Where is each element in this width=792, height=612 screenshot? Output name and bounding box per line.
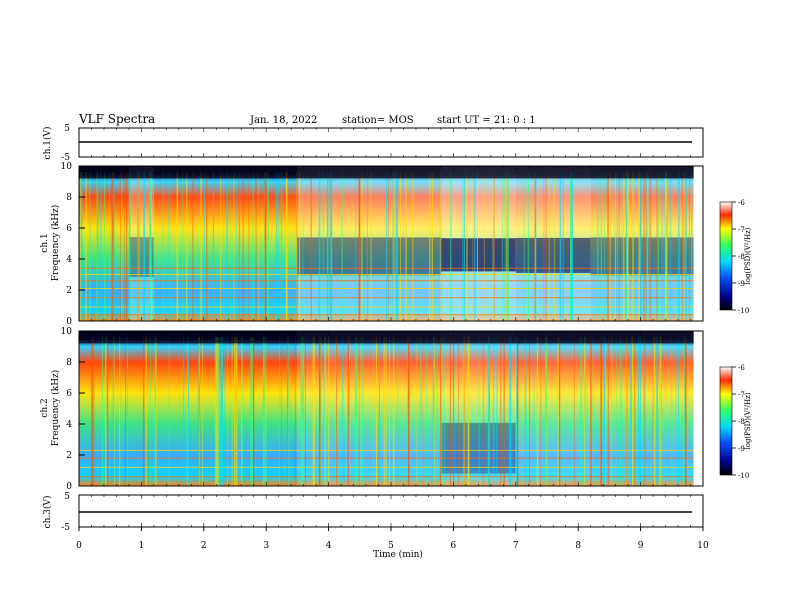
ytick-label-6: 6 (66, 224, 72, 234)
spectrogram-segment-2 (297, 331, 441, 486)
ch1-spectrogram-panel: 0 2 4 6 8 10 ch.1 Frequency (kHz) (40, 162, 704, 327)
spectrogram-segment-6 (590, 166, 694, 321)
spectrogram-segment-1 (153, 331, 298, 486)
quiet-band-5 (515, 237, 591, 273)
colorbar-tick-label-1: -7 (738, 391, 745, 399)
spectrogram-segment-4 (515, 331, 591, 486)
ch1-colorbar-scale (719, 201, 733, 311)
colorbar-tick-label-2: -8 (738, 253, 745, 261)
ytick-label-0: 0 (66, 317, 72, 327)
ytick-label-0: 0 (66, 482, 72, 492)
ch1-yticks: 0 2 4 6 8 10 (61, 162, 85, 327)
ch1-waveform-ylabel: ch.1(V) (42, 127, 53, 160)
ytick-label-2: 2 (66, 286, 72, 296)
ch3-waveform-panel: 5 -5 ch.3(V) (42, 492, 704, 533)
ch1-spectrogram-image (79, 166, 703, 321)
quiet-band-3 (297, 237, 441, 276)
ch1-spectrogram-ylabel-channel: ch.1 (40, 233, 50, 252)
top-dark-band (79, 331, 694, 344)
ch1-colorbar-ticks: -6 -7 -8 -9 -10 (732, 199, 749, 315)
ch3-ytick-top: 5 (64, 492, 70, 502)
colorbar-tick-label-0: -6 (738, 364, 745, 372)
xtick-label-6: 6 (451, 541, 457, 551)
no-data-strip (693, 166, 703, 321)
ch1-colorbar: -6 -7 -8 -9 -10 log(PSD)(V²/Hz) (719, 199, 752, 315)
colorbar-tick-label-2: -8 (738, 418, 745, 426)
ytick-label-10: 10 (61, 327, 73, 337)
ch2-spectrogram-panel: 0 2 4 6 8 10 ch.2 Frequency (kHz) (40, 327, 704, 492)
ch2-colorbar-label: log(PSD)(V²/Hz) (744, 392, 752, 449)
ch1-ytick-bottom: -5 (61, 153, 70, 163)
ch1-colorbar-label: log(PSD)(V²/Hz) (744, 227, 752, 284)
top-dark-band (79, 166, 694, 179)
xtick-label-4: 4 (326, 541, 332, 551)
colorbar-tick-label-3: -9 (738, 280, 745, 288)
xtick-label-8: 8 (575, 541, 581, 551)
figure-title: VLF Spectra (78, 112, 155, 126)
xtick-label-3: 3 (263, 541, 269, 551)
ch2-yticks: 0 2 4 6 8 10 (61, 327, 85, 492)
ch2-colorbar: -6 -7 -8 -9 -10 log(PSD)(V²/Hz) (719, 364, 752, 480)
ch2-spectrogram-image (79, 331, 703, 486)
colorbar-tick-label-4: -10 (738, 307, 749, 315)
spectrogram-segment-0 (79, 331, 154, 486)
ch1-waveform-panel: 5 -5 ch.1(V) (42, 124, 704, 163)
x-axis-ticks: 0 1 2 3 4 5 6 7 8 9 10 (76, 128, 709, 551)
ch2-spectrogram-ylabel-frequency: Frequency (kHz) (50, 370, 61, 447)
spectrogram-segment-3 (297, 166, 441, 321)
ch3-waveform-frame (78, 494, 704, 528)
colorbar-tick-label-4: -10 (738, 472, 749, 480)
ch3-ytick-bottom: -5 (61, 523, 70, 533)
xtick-label-9: 9 (638, 541, 644, 551)
colorbar-tick-label-3: -9 (738, 445, 745, 453)
spectrogram-segment-5 (590, 331, 694, 486)
ytick-label-10: 10 (61, 162, 73, 172)
quiet-band-4 (440, 238, 516, 272)
ch1-spectrogram-ylabel-frequency: Frequency (kHz) (50, 205, 61, 282)
ch2-colorbar-ticks: -6 -7 -8 -9 -10 (732, 364, 749, 480)
x-axis-label: Time (min) (373, 549, 423, 560)
ytick-label-8: 8 (66, 193, 72, 203)
xtick-label-7: 7 (513, 541, 519, 551)
ytick-label-4: 4 (66, 420, 72, 430)
ytick-label-6: 6 (66, 389, 72, 399)
ch2-spectrogram-ylabel-channel: ch.2 (40, 398, 50, 417)
station-label: station= MOS (342, 115, 414, 126)
colorbar-tick-label-1: -7 (738, 226, 745, 234)
xtick-label-10: 10 (697, 541, 709, 551)
xtick-label-5: 5 (388, 541, 394, 551)
xtick-label-0: 0 (76, 541, 82, 551)
xtick-label-2: 2 (201, 541, 207, 551)
colorbar-tick-label-0: -6 (738, 199, 745, 207)
quiet-band-6 (590, 237, 694, 276)
ch3-waveform-ylabel: ch.3(V) (42, 496, 53, 529)
ytick-label-8: 8 (66, 358, 72, 368)
start-time-label: start UT = 21: 0 : 1 (437, 115, 536, 126)
ytick-label-4: 4 (66, 255, 72, 265)
ytick-label-2: 2 (66, 451, 72, 461)
ch2-colorbar-scale (719, 366, 733, 476)
ch1-ytick-top: 5 (64, 124, 70, 134)
no-data-strip (693, 331, 703, 486)
date-label: Jan. 18, 2022 (249, 115, 317, 126)
xtick-label-1: 1 (139, 541, 145, 551)
